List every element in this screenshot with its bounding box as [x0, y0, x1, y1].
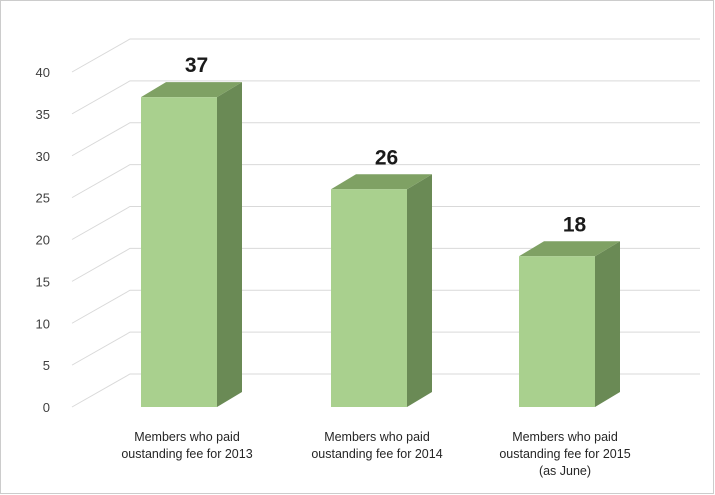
- x-axis: Members who paid oustanding fee for 2013 M…: [121, 430, 630, 478]
- bar: 26: [331, 146, 432, 407]
- x-category-label: Members who paid oustanding fee for 2015(…: [499, 430, 630, 478]
- data-label: 37: [185, 54, 208, 77]
- y-tick-label: 25: [36, 191, 50, 206]
- bar: 18: [519, 213, 620, 407]
- x-category-label: Members who paid oustanding fee for 2014: [311, 430, 442, 461]
- bar-front: [331, 189, 407, 407]
- gridline: [71, 38, 700, 73]
- bars: 37 26 18: [141, 54, 620, 407]
- bar-top: [519, 241, 620, 257]
- y-tick-label: 20: [36, 233, 50, 248]
- bar-side: [595, 241, 620, 407]
- bar: 37: [141, 54, 242, 407]
- data-label: 18: [563, 213, 587, 236]
- x-category-label: Members who paid oustanding fee for 2013: [121, 430, 252, 461]
- data-label: 26: [375, 146, 398, 169]
- gridline: [71, 331, 700, 366]
- bar-side: [407, 174, 432, 407]
- y-tick-label: 0: [43, 400, 50, 415]
- gridline: [71, 122, 700, 157]
- y-tick-label: 40: [36, 65, 50, 80]
- bar-top: [331, 174, 432, 190]
- gridline: [71, 247, 700, 282]
- gridline: [71, 373, 700, 408]
- bar-side: [217, 82, 242, 407]
- gridline: [71, 206, 700, 240]
- gridlines: [71, 38, 700, 408]
- bar-front: [141, 97, 217, 407]
- y-tick-label: 5: [43, 358, 50, 373]
- bar-front: [519, 256, 595, 407]
- y-tick-label: 35: [36, 107, 50, 122]
- y-tick-label: 30: [36, 149, 50, 164]
- gridline: [71, 80, 700, 115]
- gridline: [71, 164, 700, 199]
- gridline: [71, 289, 700, 324]
- bar-top: [141, 82, 242, 98]
- y-tick-label: 15: [36, 274, 50, 289]
- y-tick-label: 10: [36, 316, 50, 331]
- y-axis: 0 5 10 15 20 25 30 35 40: [36, 65, 50, 415]
